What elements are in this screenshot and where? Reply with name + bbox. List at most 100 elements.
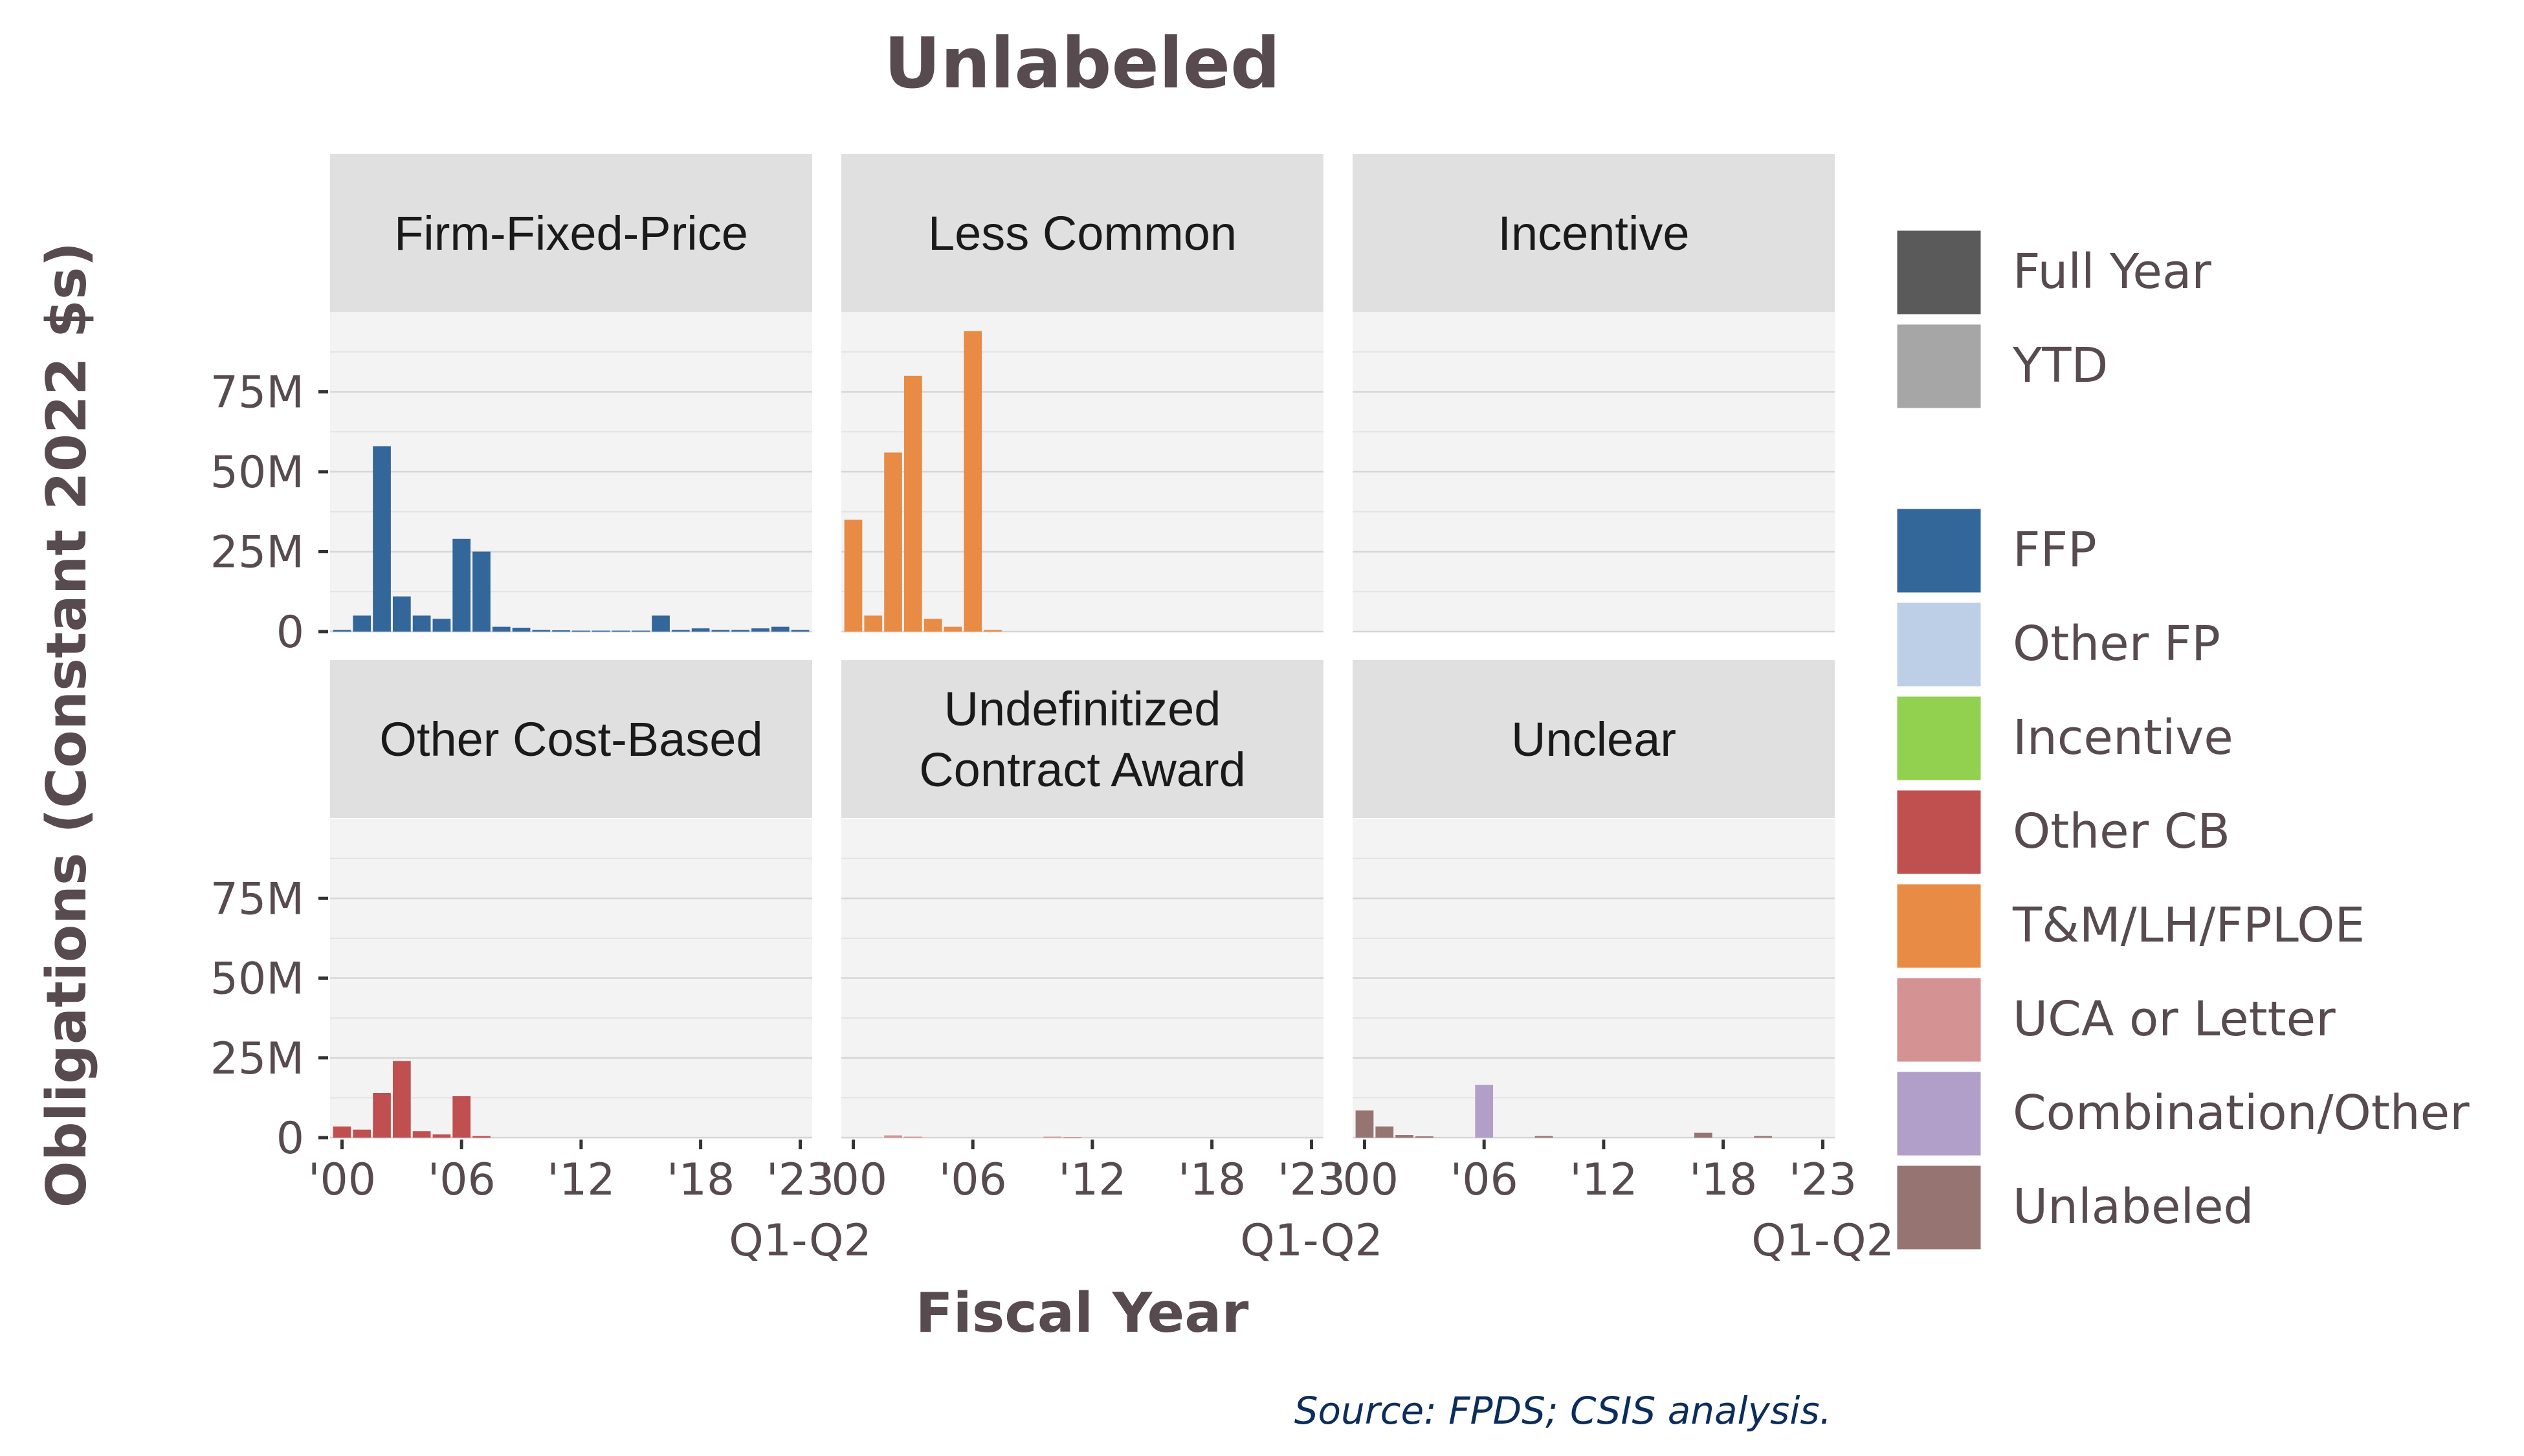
facet-panels: Firm-Fixed-Price 0 25M 50M 75M Less Common Inc… bbox=[210, 154, 1894, 1266]
bar bbox=[751, 628, 769, 632]
bar bbox=[353, 615, 371, 632]
y-tick-label: 0 bbox=[276, 1113, 304, 1164]
facet-strip bbox=[841, 660, 1323, 818]
bar bbox=[1395, 1135, 1413, 1138]
facet-title: Undefinitized bbox=[944, 682, 1221, 736]
bar bbox=[1475, 1085, 1494, 1138]
bar bbox=[903, 375, 922, 632]
facet-strip bbox=[330, 660, 812, 818]
x-tick-label: '06 bbox=[1450, 1154, 1518, 1206]
bar bbox=[432, 619, 451, 632]
bar bbox=[373, 1092, 391, 1138]
bar bbox=[432, 1134, 451, 1138]
y-tick-label: 50M bbox=[210, 954, 304, 1005]
bar bbox=[572, 630, 590, 632]
x-tick-label: '00 bbox=[819, 1154, 887, 1206]
bar bbox=[652, 615, 670, 632]
bar bbox=[592, 630, 610, 632]
bar bbox=[771, 626, 790, 632]
legend-key bbox=[1895, 507, 1983, 595]
legend-item: FFP bbox=[1895, 507, 2097, 595]
chart-title: Unlabeled bbox=[884, 23, 1281, 104]
bar bbox=[691, 628, 710, 632]
bar bbox=[532, 630, 551, 632]
bar bbox=[512, 628, 531, 632]
facet-title: Unclear bbox=[1511, 712, 1676, 766]
bar bbox=[612, 630, 630, 632]
legend-key bbox=[1895, 601, 1983, 689]
x-tick-sublabel: Q1-Q2 bbox=[729, 1215, 872, 1266]
legend-key bbox=[1895, 694, 1983, 782]
facet-panel: Undefinitized Contract Award '00 '06 '12 '18 '… bbox=[819, 660, 1383, 1266]
x-tick-sublabel: Q1-Q2 bbox=[1751, 1215, 1894, 1266]
bar bbox=[1043, 1136, 1062, 1138]
x-tick-label: '12 bbox=[1569, 1154, 1637, 1206]
x-tick-label: '12 bbox=[547, 1154, 615, 1206]
bar bbox=[791, 630, 810, 632]
facet-panel: Firm-Fixed-Price 0 25M 50M 75M bbox=[210, 154, 812, 658]
facet-panel: Less Common bbox=[841, 154, 1323, 633]
facet-title: Other Cost-Based bbox=[379, 712, 762, 766]
x-axis-title: Fiscal Year bbox=[916, 1281, 1249, 1345]
bar bbox=[1063, 1137, 1081, 1138]
legend-item: Combination/Other bbox=[1895, 1070, 2470, 1158]
legend-key bbox=[1895, 976, 1983, 1064]
legend-label: UCA or Letter bbox=[2013, 991, 2336, 1047]
x-tick-label: '23 bbox=[1789, 1154, 1857, 1206]
bar bbox=[492, 626, 511, 632]
y-tick-label: 75M bbox=[210, 874, 304, 925]
legend-label: Other CB bbox=[2013, 804, 2230, 859]
legend-label: Combination/Other bbox=[2013, 1085, 2470, 1141]
y-tick-label: 75M bbox=[210, 368, 304, 419]
bar bbox=[1534, 1136, 1553, 1138]
legend-label: Other FP bbox=[2013, 616, 2220, 672]
x-tick-label: '23 bbox=[766, 1154, 834, 1206]
x-tick-sublabel: Q1-Q2 bbox=[1240, 1215, 1383, 1266]
facet-strip bbox=[330, 154, 812, 312]
bar bbox=[884, 452, 902, 632]
bar bbox=[964, 331, 982, 632]
x-tick-label: '06 bbox=[428, 1154, 496, 1206]
legend-key bbox=[1895, 1164, 1983, 1252]
x-tick-label: '23 bbox=[1278, 1154, 1345, 1206]
legend-label: YTD bbox=[2012, 338, 2108, 393]
legend-item: Other CB bbox=[1895, 788, 2230, 876]
bar bbox=[1355, 1110, 1374, 1138]
facet-strip bbox=[1353, 660, 1835, 818]
y-tick-label: 25M bbox=[210, 527, 304, 579]
legend-key bbox=[1895, 788, 1983, 876]
legend-key bbox=[1895, 1070, 1983, 1158]
bar bbox=[924, 619, 942, 632]
x-tick-label: '12 bbox=[1058, 1154, 1126, 1206]
x-tick-label: '18 bbox=[1689, 1154, 1757, 1206]
bar bbox=[632, 630, 650, 632]
x-tick-label: '00 bbox=[308, 1154, 376, 1206]
facet-strip bbox=[841, 154, 1323, 312]
source-caption: Source: FPDS; CSIS analysis. bbox=[1294, 1389, 1832, 1433]
legend-label: Incentive bbox=[2013, 710, 2233, 766]
legend: Full Year YTD FFP Other FP Incentive Other CB… bbox=[1895, 228, 2470, 1252]
legend-item: T&M/LH/FPLOE bbox=[1895, 882, 2365, 970]
legend-label: Unlabeled bbox=[2013, 1179, 2254, 1235]
bar bbox=[392, 1061, 411, 1138]
bar bbox=[984, 630, 1002, 632]
y-axis-title: Obligations (Constant 2022 $s) bbox=[35, 242, 99, 1208]
bar bbox=[412, 615, 431, 632]
bar bbox=[472, 551, 491, 632]
bar bbox=[884, 1135, 902, 1138]
legend-item: Unlabeled bbox=[1895, 1164, 2254, 1252]
legend-item: YTD bbox=[1895, 322, 2108, 410]
x-tick-label: '18 bbox=[667, 1154, 735, 1206]
facet-strip bbox=[1353, 154, 1835, 312]
bar bbox=[452, 1096, 471, 1138]
x-tick-label: '00 bbox=[1331, 1154, 1399, 1206]
bar bbox=[903, 1136, 922, 1138]
legend-item: Incentive bbox=[1895, 694, 2233, 782]
bar bbox=[333, 630, 351, 632]
bar bbox=[1694, 1132, 1712, 1138]
y-tick-label: 50M bbox=[210, 447, 304, 498]
facet-title: Incentive bbox=[1498, 206, 1689, 260]
bar bbox=[353, 1129, 371, 1138]
legend-key bbox=[1895, 228, 1983, 316]
legend-label: T&M/LH/FPLOE bbox=[2012, 898, 2365, 953]
